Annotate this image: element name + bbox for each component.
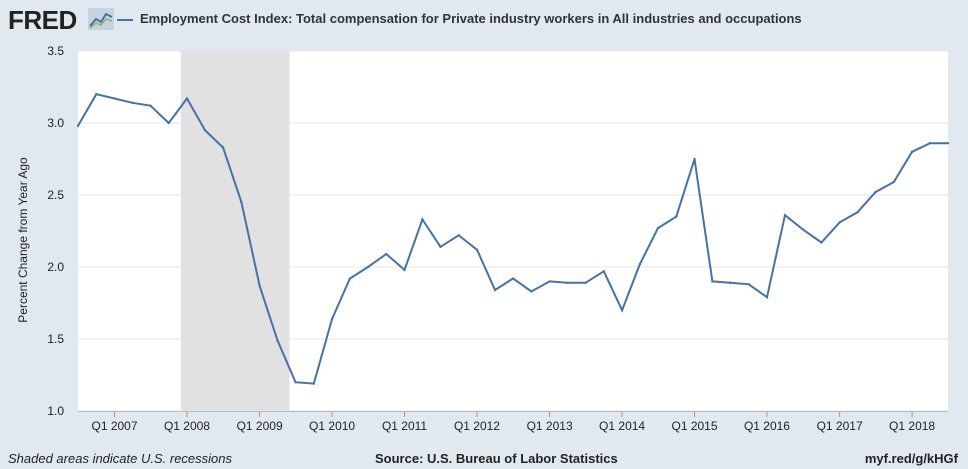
y-tick-label: 1.5 — [47, 332, 64, 346]
data-point — [765, 296, 769, 299]
chart-header: FRED Employment Cost Index: Total compen… — [0, 0, 968, 40]
data-point — [221, 146, 225, 149]
data-point — [946, 141, 950, 145]
x-tick-label: Q1 2014 — [599, 419, 645, 433]
x-tick-label: Q1 2016 — [744, 419, 790, 433]
data-point — [656, 226, 660, 230]
data-point — [258, 284, 261, 287]
data-point — [729, 281, 732, 285]
y-tick-label: 3.5 — [47, 44, 64, 58]
data-point — [675, 215, 678, 218]
data-point — [240, 201, 243, 204]
data-point — [312, 382, 316, 385]
data-point — [294, 381, 297, 384]
x-tick-label: Q1 2007 — [91, 419, 137, 433]
series-points — [76, 93, 950, 385]
data-point — [910, 150, 914, 153]
data-point — [203, 129, 207, 132]
x-tick-label: Q1 2012 — [454, 419, 500, 433]
data-point — [457, 234, 460, 237]
data-point — [693, 157, 696, 161]
y-tick-label: 3.0 — [47, 116, 64, 130]
y-tick-label: 1.0 — [47, 404, 64, 418]
chart-title: Employment Cost Index: Total compensatio… — [140, 11, 802, 26]
data-point — [620, 309, 624, 312]
x-tick-label: Q1 2015 — [671, 419, 717, 433]
data-point — [820, 241, 823, 244]
data-point — [892, 180, 896, 184]
data-point — [475, 248, 479, 251]
trend-line-icon — [88, 8, 114, 30]
data-point — [874, 190, 877, 194]
data-point — [330, 317, 334, 321]
x-tick-label: Q1 2017 — [817, 419, 863, 433]
data-point — [638, 262, 642, 266]
data-point — [493, 288, 497, 292]
data-point — [149, 104, 152, 107]
fred-logo[interactable]: FRED — [8, 5, 77, 35]
short-url-link[interactable]: myf.red/g/kHGf — [864, 451, 958, 466]
y-axis-title: Percent Change from Year Ago — [16, 157, 30, 323]
data-point — [801, 228, 805, 231]
x-axis-ticks: Q1 2007 Q1 2008 Q1 2009 Q1 2010 Q1 2011 Q1 20… — [78, 411, 948, 433]
data-point — [348, 277, 352, 280]
recession-band — [180, 51, 290, 411]
recession-note: Shaded areas indicate U.S. recessions — [8, 451, 233, 466]
x-tick-label: Q1 2010 — [309, 419, 355, 433]
x-tick-label: Q1 2018 — [889, 419, 935, 433]
source-note: Source: U.S. Bureau of Labor Statistics — [375, 451, 618, 466]
data-point — [113, 97, 116, 100]
data-point — [76, 124, 80, 128]
data-point — [747, 283, 750, 286]
recession-shading — [180, 51, 290, 411]
data-point — [439, 245, 442, 249]
legend-swatch — [117, 19, 133, 21]
data-point — [185, 97, 189, 100]
data-point — [838, 221, 841, 224]
x-tick-label: Q1 2011 — [382, 419, 427, 433]
data-point — [928, 141, 932, 145]
data-point — [511, 277, 515, 280]
data-point — [421, 218, 424, 221]
chart-plot: 1.0 1.5 2.0 2.5 3.0 3.5 Q1 2007 Q1 2008 Q1 2009… — [16, 44, 950, 433]
data-point — [276, 339, 279, 342]
y-tick-label: 2.5 — [47, 188, 64, 202]
data-point — [566, 281, 569, 285]
data-point — [95, 93, 98, 96]
data-point — [602, 270, 606, 273]
data-point — [403, 268, 406, 272]
data-point — [530, 290, 533, 293]
data-point — [783, 213, 787, 217]
data-point — [385, 252, 388, 256]
data-point — [584, 281, 587, 285]
data-point — [856, 211, 859, 214]
x-tick-label: Q1 2013 — [527, 419, 573, 433]
data-point — [167, 121, 170, 125]
y-axis-ticks: 1.0 1.5 2.0 2.5 3.0 3.5 — [47, 44, 64, 418]
x-tick-label: Q1 2008 — [164, 419, 210, 433]
y-tick-label: 2.0 — [47, 260, 64, 274]
data-point — [711, 280, 714, 283]
data-point — [548, 280, 551, 283]
x-tick-label: Q1 2009 — [237, 419, 283, 433]
data-point — [366, 265, 370, 269]
data-point — [131, 101, 134, 105]
chart-footer: Shaded areas indicate U.S. recessions So… — [0, 448, 968, 469]
